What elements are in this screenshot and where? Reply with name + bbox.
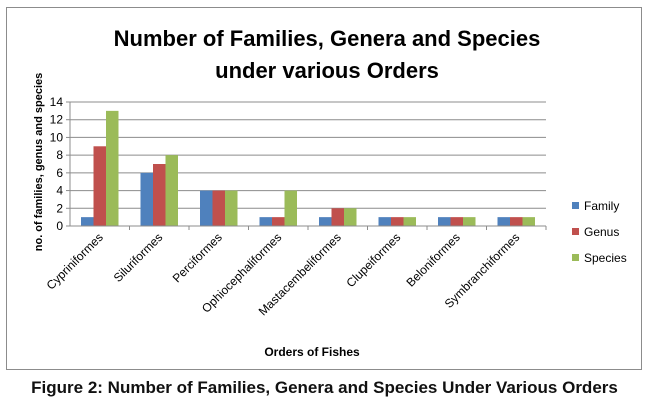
legend-swatch-family xyxy=(572,202,579,209)
y-tick-label: 6 xyxy=(56,166,63,180)
legend-label-family: Family xyxy=(584,199,619,213)
bar-genus xyxy=(331,208,344,226)
y-axis-title: no. of families, genus and species xyxy=(33,73,45,252)
bar-family xyxy=(81,217,94,226)
bar-species xyxy=(165,155,178,226)
bar-family xyxy=(319,217,332,226)
bar-species xyxy=(284,190,297,226)
legend-label-species: Species xyxy=(584,251,627,265)
bar-genus xyxy=(510,217,523,226)
y-tick-label: 14 xyxy=(50,95,64,109)
bar-family xyxy=(438,217,451,226)
bar-genus xyxy=(391,217,404,226)
bar-species xyxy=(106,110,119,226)
bar-genus xyxy=(93,146,106,226)
bar-family xyxy=(140,172,153,226)
y-tick-label: 2 xyxy=(56,201,63,215)
bar-species xyxy=(403,217,416,226)
bar-species xyxy=(522,217,535,226)
bar-species xyxy=(344,208,357,226)
y-tick-label: 4 xyxy=(56,184,63,198)
x-category-label: Perciformes xyxy=(170,230,225,285)
x-category-label: Cypriniformes xyxy=(44,230,106,292)
bar-species xyxy=(225,190,238,226)
bar-genus xyxy=(272,217,285,226)
legend-swatch-species xyxy=(572,254,579,261)
bar-genus xyxy=(153,164,166,226)
x-category-label: Beloniformes xyxy=(403,230,462,289)
y-tick-label: 10 xyxy=(50,130,64,144)
x-category-label: Clupeiformes xyxy=(343,230,403,290)
bar-species xyxy=(463,217,476,226)
x-category-label: Siluriformes xyxy=(111,230,166,285)
chart-title-line: under various Orders xyxy=(215,58,439,83)
figure-caption: Figure 2: Number of Families, Genera and… xyxy=(31,378,618,397)
bar-family xyxy=(497,217,510,226)
y-tick-label: 0 xyxy=(56,219,63,233)
x-axis-title: Orders of Fishes xyxy=(264,345,360,359)
legend-label-genus: Genus xyxy=(584,225,619,239)
bar-family xyxy=(200,190,213,226)
bar-family xyxy=(259,217,272,226)
y-tick-label: 8 xyxy=(56,148,63,162)
legend-swatch-genus xyxy=(572,228,579,235)
bar-genus xyxy=(212,190,225,226)
chart-title-line: Number of Families, Genera and Species xyxy=(114,26,541,51)
bar-genus xyxy=(450,217,463,226)
bar-family xyxy=(378,217,391,226)
y-tick-label: 12 xyxy=(50,113,64,127)
